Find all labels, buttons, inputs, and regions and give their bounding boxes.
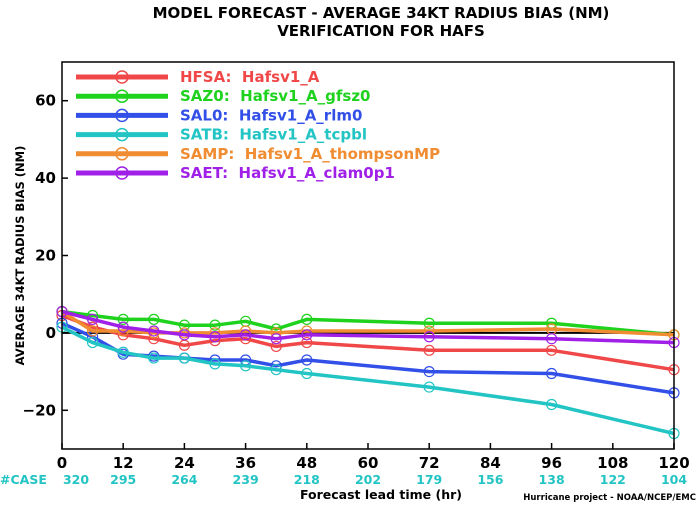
data-point — [301, 313, 313, 325]
plot-frame — [61, 61, 675, 450]
legend-entry: SATB: Hafsv1_A_tcpbl — [76, 126, 367, 144]
x-tick-label: 36 — [235, 454, 256, 472]
y-tick-label: 60 — [35, 92, 56, 110]
y-tick-label: 0 — [46, 324, 56, 342]
x-tick-label: 120 — [658, 454, 689, 472]
legend-entry: SAZ0: Hafsv1_A_gfsz0 — [76, 87, 370, 105]
legend-entry: SAL0: Hafsv1_A_rlm0 — [76, 106, 362, 124]
x-tick-label: 0 — [57, 454, 67, 472]
ticks-layer: 0 12 24 36 48 60 72 84 96 108 120 −20 0 20 40 60 — [23, 92, 690, 472]
data-point — [301, 336, 313, 349]
x-tick-label: 48 — [296, 454, 317, 472]
x-tick-label: 60 — [358, 454, 379, 472]
legend-entry: SAET: Hafsv1_A_clam0p1 — [76, 164, 395, 182]
data-point — [178, 329, 190, 341]
data-point — [86, 336, 99, 349]
data-point — [240, 360, 252, 372]
case-count-label: 218 — [294, 472, 320, 487]
data-point — [117, 313, 129, 325]
x-tick-label: 84 — [480, 454, 501, 472]
y-tick-label: 20 — [35, 247, 56, 265]
case-label: #CASE — [0, 472, 47, 487]
case-count-label: 320 — [63, 472, 89, 487]
legend-marker — [115, 127, 129, 142]
series-3 — [56, 321, 680, 440]
data-point — [301, 329, 313, 341]
data-point — [209, 319, 221, 331]
credit-text: Hurricane project - NOAA/NCEP/EMC — [523, 493, 696, 503]
data-point — [86, 325, 99, 337]
legend-marker — [115, 147, 129, 161]
data-point — [148, 313, 160, 325]
case-count-label: 122 — [600, 472, 626, 487]
legend-label: SAL0: Hafsv1_A_rlm0 — [180, 106, 362, 124]
case-count-label: 264 — [171, 472, 197, 487]
data-point — [545, 333, 558, 345]
data-point — [117, 321, 129, 333]
y-tick-label: 40 — [35, 169, 56, 187]
data-point — [545, 344, 558, 356]
legend-entry: HFSA: Hafsv1_A — [76, 68, 320, 86]
legend-entry: SAMP: Hafsv1_A_thompsonMP — [76, 145, 440, 163]
data-point — [301, 354, 313, 366]
data-point — [240, 329, 252, 341]
case-count-label: 239 — [233, 472, 259, 487]
x-tick-label: 24 — [174, 454, 195, 472]
x-tick-label: 72 — [419, 454, 440, 472]
chart-title: MODEL FORECAST - AVERAGE 34KT RADIUS BIA… — [153, 4, 610, 22]
case-counts: 320 295 264 239 218 202 179 156 138 122 104 — [63, 472, 687, 487]
data-point — [270, 340, 282, 353]
legend-marker — [115, 89, 129, 103]
data-point — [545, 398, 558, 411]
case-count-label: 202 — [355, 472, 381, 487]
case-count-label: 295 — [110, 472, 136, 487]
data-point — [423, 344, 435, 356]
data-point — [423, 317, 435, 329]
data-point — [423, 331, 435, 343]
x-axis-label: Forecast lead time (hr) — [300, 487, 462, 502]
case-count-label: 156 — [477, 472, 503, 487]
data-point — [148, 352, 160, 364]
series-line — [61, 325, 675, 436]
legend-marker — [115, 166, 129, 180]
data-point — [209, 358, 221, 370]
chart-subtitle: VERIFICATION FOR HAFS — [277, 22, 485, 40]
series-layer — [56, 306, 680, 440]
data-point — [423, 366, 435, 378]
data-point — [209, 331, 221, 343]
y-tick-label: −20 — [23, 401, 56, 419]
data-point — [117, 346, 129, 358]
case-count-label: 179 — [416, 472, 442, 487]
data-point — [270, 333, 282, 345]
data-point — [301, 367, 313, 380]
case-count-label: 138 — [539, 472, 565, 487]
data-point — [270, 364, 282, 376]
legend-label: SATB: Hafsv1_A_tcpbl — [180, 126, 367, 144]
legend-label: HFSA: Hafsv1_A — [180, 68, 320, 86]
legend-label: SAZ0: Hafsv1_A_gfsz0 — [180, 87, 370, 105]
y-axis-label: AVERAGE 34KT RADIUS BIAS (NM) — [13, 146, 27, 366]
x-tick-label: 12 — [113, 454, 134, 472]
data-point — [148, 325, 160, 337]
data-point — [423, 381, 435, 393]
data-point — [545, 367, 558, 380]
x-tick-label: 108 — [597, 454, 628, 472]
data-point — [178, 352, 190, 364]
legend-label: SAMP: Hafsv1_A_thompsonMP — [180, 145, 440, 163]
legend-marker — [115, 70, 129, 84]
x-tick-label: 96 — [541, 454, 562, 472]
data-point — [86, 313, 99, 325]
case-count-label: 104 — [661, 472, 687, 487]
series-1 — [56, 306, 680, 341]
legend-marker — [115, 108, 129, 123]
legend-label: SAET: Hafsv1_A_clam0p1 — [180, 164, 395, 182]
